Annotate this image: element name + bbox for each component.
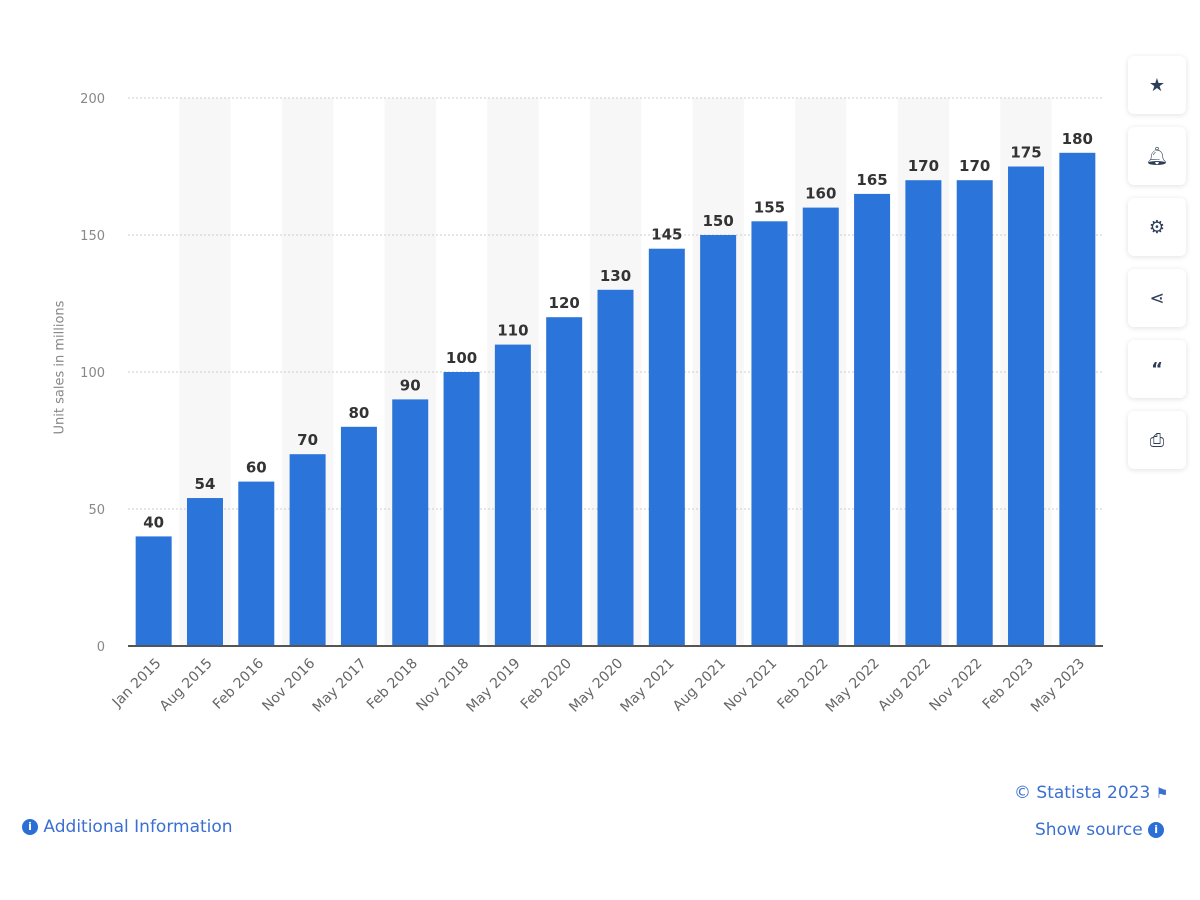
bar bbox=[1059, 152, 1096, 647]
bar bbox=[648, 248, 685, 646]
additional-info-text: Additional Information bbox=[43, 817, 233, 837]
bar bbox=[751, 221, 788, 647]
bar bbox=[854, 193, 891, 646]
x-tick-label: May 2021 bbox=[618, 656, 678, 716]
data-label: 60 bbox=[246, 459, 267, 477]
data-label: 70 bbox=[297, 431, 318, 449]
bar bbox=[340, 426, 377, 646]
x-tick-label: May 2019 bbox=[464, 656, 524, 716]
show-source-link[interactable]: Show source i bbox=[1035, 820, 1165, 840]
gear-icon[interactable]: ⚙ bbox=[1128, 198, 1186, 256]
quote-icon[interactable]: “ bbox=[1128, 340, 1186, 398]
bell-icon[interactable]: 🔔︎ bbox=[1128, 127, 1186, 185]
x-tick-label: May 2020 bbox=[566, 656, 626, 716]
bar bbox=[905, 180, 942, 646]
bar bbox=[546, 317, 583, 646]
y-tick-label: 100 bbox=[80, 366, 105, 381]
data-label: 120 bbox=[549, 294, 580, 312]
data-label: 170 bbox=[959, 157, 990, 175]
bar bbox=[597, 289, 634, 646]
data-label: 175 bbox=[1010, 144, 1041, 162]
y-tick-label: 200 bbox=[80, 92, 105, 107]
bar bbox=[135, 536, 172, 646]
statista-copyright[interactable]: © Statista 2023 ⚑ bbox=[1014, 783, 1168, 803]
bar bbox=[238, 481, 275, 646]
data-label: 100 bbox=[446, 349, 477, 367]
show-source-text: Show source bbox=[1035, 820, 1143, 840]
info-icon: i bbox=[22, 819, 38, 835]
x-tick-label: Aug 2015 bbox=[157, 656, 216, 715]
copyright-text: © Statista 2023 bbox=[1014, 783, 1151, 803]
bar bbox=[392, 399, 429, 646]
data-label: 80 bbox=[348, 404, 369, 422]
bar bbox=[494, 344, 531, 646]
data-label: 160 bbox=[805, 185, 836, 203]
bar bbox=[956, 180, 993, 646]
data-label: 110 bbox=[497, 322, 528, 340]
data-label: 130 bbox=[600, 267, 631, 285]
data-label: 150 bbox=[702, 212, 733, 230]
data-label: 145 bbox=[651, 226, 682, 244]
bar bbox=[802, 207, 839, 646]
y-tick-label: 0 bbox=[97, 640, 105, 655]
toolbar: ★ 🔔︎ ⚙ ⋖ “ ⎙ bbox=[1128, 56, 1186, 482]
star-icon[interactable]: ★ bbox=[1128, 56, 1186, 114]
data-label: 180 bbox=[1062, 130, 1093, 148]
bar bbox=[186, 498, 223, 646]
bar bbox=[700, 235, 737, 646]
x-tick-label: Nov 2021 bbox=[721, 656, 780, 715]
x-tick-label: Nov 2022 bbox=[927, 656, 986, 715]
bar bbox=[443, 372, 480, 646]
data-label: 155 bbox=[754, 198, 785, 216]
data-label: 170 bbox=[908, 157, 939, 175]
x-tick-label: Aug 2022 bbox=[875, 656, 934, 715]
info-icon: i bbox=[1148, 822, 1165, 838]
y-axis-label: Unit sales in millions bbox=[52, 300, 68, 435]
x-tick-label: May 2022 bbox=[823, 656, 883, 716]
x-tick-label: Feb 2016 bbox=[210, 655, 267, 712]
share-icon[interactable]: ⋖ bbox=[1128, 269, 1186, 327]
bar bbox=[1008, 166, 1045, 646]
y-tick-label: 50 bbox=[88, 503, 105, 518]
data-label: 40 bbox=[143, 513, 164, 531]
data-label: 90 bbox=[400, 376, 421, 394]
flag-icon: ⚑ bbox=[1155, 786, 1169, 802]
x-tick-label: May 2023 bbox=[1028, 656, 1088, 716]
print-icon[interactable]: ⎙ bbox=[1128, 411, 1186, 469]
x-tick-label: May 2017 bbox=[310, 656, 370, 716]
x-tick-label: Feb 2018 bbox=[364, 656, 421, 713]
bar bbox=[289, 454, 326, 646]
x-tick-label: Aug 2021 bbox=[670, 656, 729, 715]
data-label: 165 bbox=[856, 171, 887, 189]
y-tick-label: 150 bbox=[80, 229, 105, 244]
additional-information-link[interactable]: i Additional Information bbox=[22, 817, 233, 837]
data-label: 54 bbox=[195, 475, 216, 493]
